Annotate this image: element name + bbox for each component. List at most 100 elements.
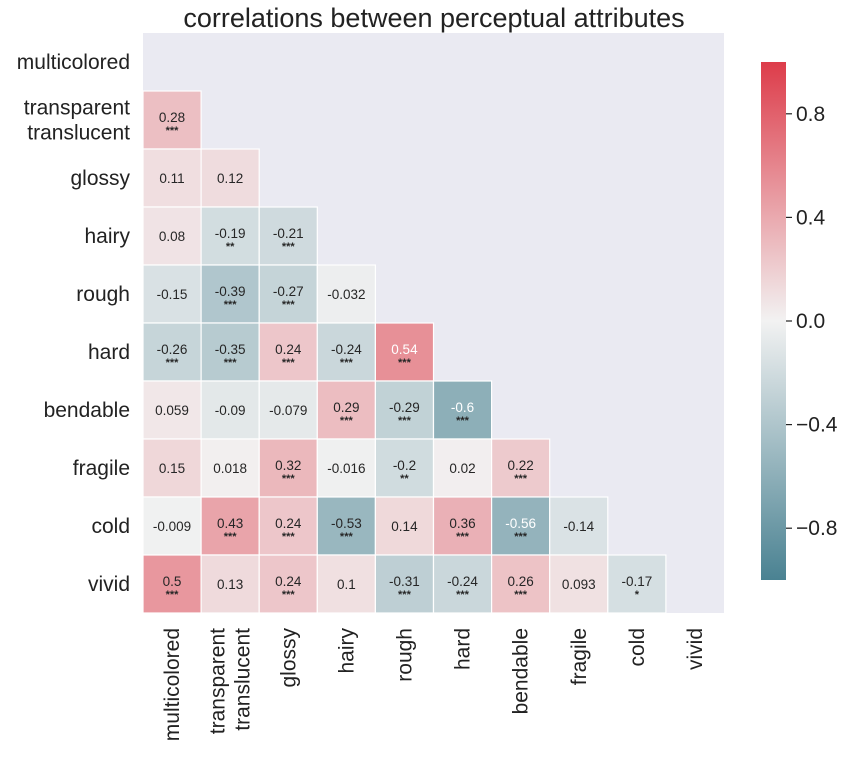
cell-value-label: -0.17 (621, 574, 652, 589)
significance-label: *** (398, 589, 412, 601)
heatmap-cell (549, 554, 609, 614)
cell-value-label: -0.14 (563, 519, 594, 534)
significance-label: ** (400, 473, 409, 485)
cell-value-label: -0.079 (269, 403, 307, 418)
cell-value-label: 0.13 (217, 577, 243, 592)
cell-value-label: 0.24 (275, 516, 302, 531)
heatmap-cell (142, 496, 202, 556)
cell-value-label: -0.009 (153, 519, 191, 534)
heatmap-cell (374, 496, 435, 556)
cell-value-label: -0.29 (389, 400, 420, 415)
cell-value-label: 0.5 (163, 574, 182, 589)
column-label: vivid (684, 628, 707, 670)
cell-value-label: 0.08 (159, 229, 185, 244)
cell-value-label: -0.53 (331, 516, 362, 531)
colorbar-tick-label: −0.4 (796, 414, 838, 437)
cell-value-label: -0.09 (215, 403, 246, 418)
cell-value-label: -0.39 (215, 284, 246, 299)
heatmap-cell (142, 90, 202, 150)
cell-value-label: 0.018 (213, 461, 247, 476)
heatmap-cell (142, 322, 202, 382)
column-label: fragile (568, 628, 591, 685)
row-label: vivid (88, 573, 130, 596)
colorbar-tick-label: 0.8 (796, 103, 825, 126)
cell-value-label: 0.093 (562, 577, 596, 592)
heatmap-cell (316, 380, 376, 440)
significance-label: *** (166, 125, 180, 137)
cell-value-label: -0.24 (447, 574, 478, 589)
cell-value-label: -0.56 (505, 516, 536, 531)
heatmap-cell (200, 438, 260, 498)
column-label: rough (393, 628, 416, 682)
significance-label: *** (224, 357, 238, 369)
significance-label: *** (514, 473, 528, 485)
cell-value-label: 0.28 (159, 110, 185, 125)
cell-value-label: -0.26 (157, 342, 188, 357)
cell-value-label: -0.2 (393, 458, 416, 473)
significance-label: *** (514, 589, 528, 601)
cell-value-label: 0.26 (508, 574, 534, 589)
cell-value-label: 0.15 (159, 461, 185, 476)
heatmap-cell (200, 380, 260, 440)
row-labels: multicolored transparent translucent glossy… (17, 51, 131, 596)
colorbar-ticks: 0.8 0.4 0.0 −0.4 −0.8 (786, 103, 838, 540)
significance-label: *** (166, 357, 180, 369)
cell-value-label: 0.12 (217, 171, 243, 186)
heatmap-cell (200, 322, 260, 382)
cell-value-label: -0.15 (157, 287, 188, 302)
row-label: transparent translucent (24, 97, 130, 145)
significance-label: *** (282, 299, 296, 311)
column-label: cold (626, 628, 649, 667)
column-label: transparenttranslucent (207, 628, 255, 734)
cell-value-label: -0.35 (215, 342, 246, 357)
heatmap-cell (200, 148, 260, 208)
significance-label: *** (398, 415, 412, 427)
heatmap-cell (316, 322, 376, 382)
heatmap-cell (491, 438, 551, 498)
column-label: hairy (335, 628, 358, 674)
significance-label: *** (166, 589, 180, 601)
significance-label: *** (340, 531, 354, 543)
significance-label: *** (224, 299, 238, 311)
row-label: glossy (70, 167, 130, 190)
significance-label: *** (398, 357, 412, 369)
heatmap-cell (258, 206, 318, 266)
column-label: glossy (277, 628, 300, 688)
column-label: hard (452, 628, 475, 670)
colorbar-tick-label: 0.0 (796, 310, 825, 333)
cell-value-label: 0.14 (391, 519, 418, 534)
heatmap-cell (142, 206, 202, 266)
cell-value-label: 0.22 (508, 458, 534, 473)
heatmap-cell (316, 438, 376, 498)
cell-value-label: -0.19 (215, 226, 246, 241)
cell-value-label: -0.016 (327, 461, 365, 476)
heatmap-cell (607, 554, 667, 614)
significance-label: *** (456, 415, 470, 427)
column-label: bendable (510, 628, 533, 714)
cell-value-label: 0.059 (155, 403, 189, 418)
heatmap-cell (142, 148, 202, 208)
heatmap-cell (374, 554, 435, 614)
cell-value-label: -0.6 (451, 400, 474, 415)
cell-value-label: 0.54 (391, 342, 418, 357)
cell-value-label: -0.27 (273, 284, 304, 299)
significance-label: *** (282, 357, 296, 369)
cell-value-label: 0.1 (337, 577, 356, 592)
heatmap-cell (316, 554, 376, 614)
significance-label: *** (456, 589, 470, 601)
cell-value-label: 0.29 (333, 400, 359, 415)
significance-label: *** (282, 589, 296, 601)
row-label: cold (91, 515, 130, 538)
cell-value-label: 0.32 (275, 458, 301, 473)
column-label: multicolored (161, 628, 184, 741)
significance-label: *** (282, 531, 296, 543)
row-label: hairy (84, 225, 130, 248)
row-label: multicolored (17, 51, 130, 74)
row-label: fragile (73, 457, 130, 480)
row-label: hard (88, 341, 130, 364)
cell-value-label: -0.24 (331, 342, 362, 357)
heatmap-cell (200, 206, 260, 266)
column-labels: multicolored transparenttranslucent glossy… (161, 628, 707, 742)
significance-label: *** (514, 531, 528, 543)
